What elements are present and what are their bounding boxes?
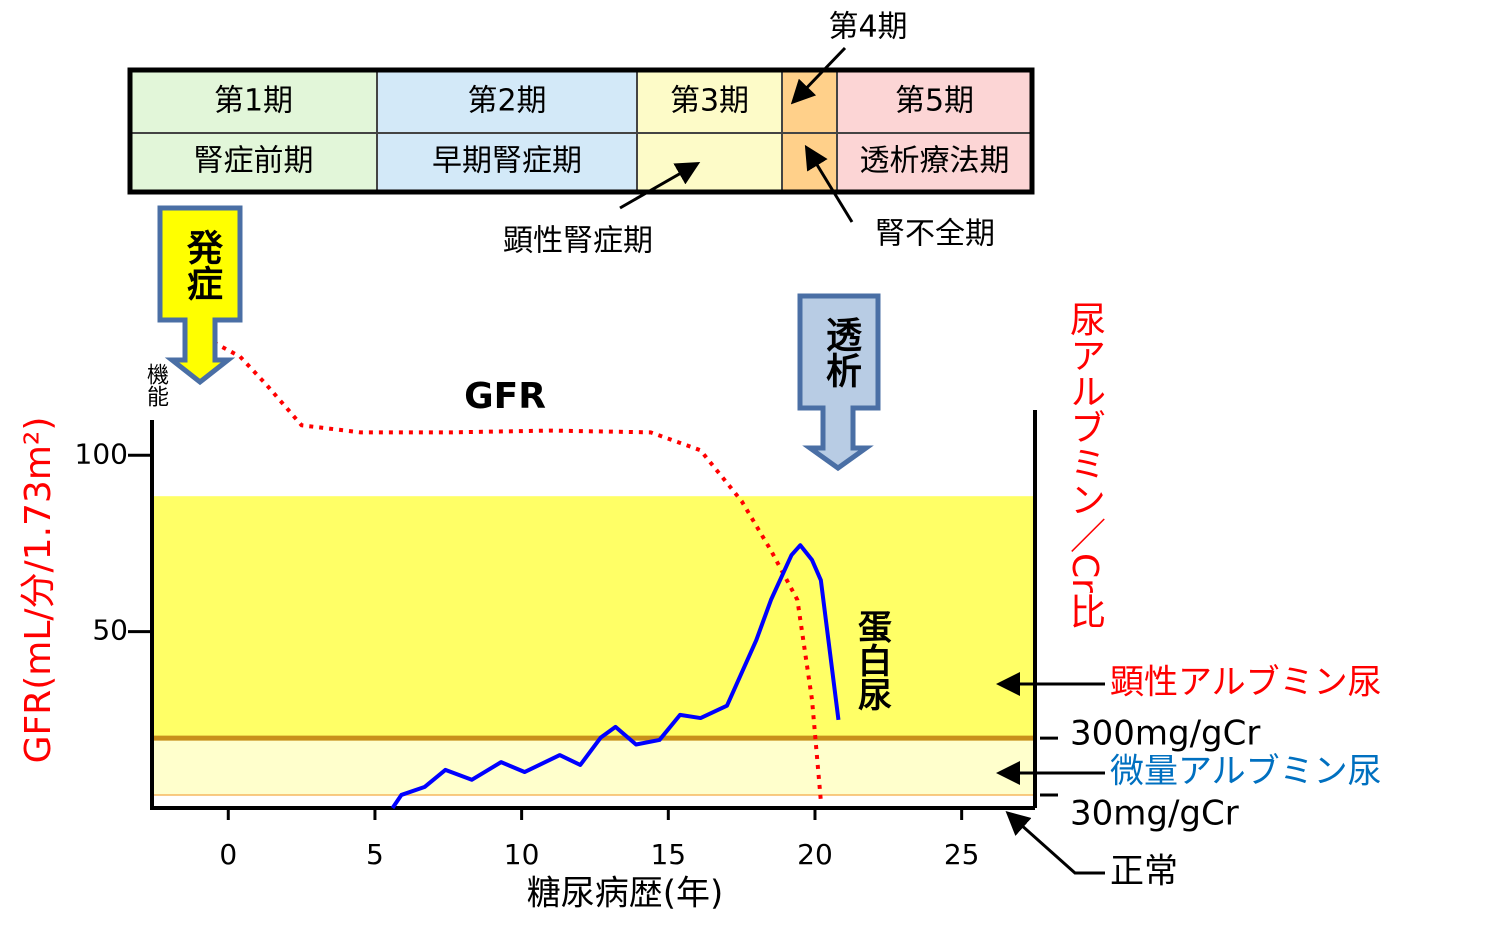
x-tick-label: 10 <box>504 838 540 871</box>
axes <box>150 410 1037 810</box>
series-line <box>390 543 841 810</box>
series-label: 蛋白尿 <box>852 609 892 711</box>
series-label: GFR <box>464 376 546 417</box>
stage-name: 第2期 <box>467 84 546 119</box>
y-label: GFR(mL/分/1.73m²) <box>18 417 59 764</box>
y-tick-label: 50 <box>92 614 128 647</box>
stage-label: 腎症前期 <box>194 144 314 179</box>
stage-name: 第5期 <box>895 84 974 119</box>
onset-label: 発症 <box>181 229 223 301</box>
stage-label: 早期腎症期 <box>432 144 582 179</box>
stage-cell <box>781 69 838 193</box>
stage-name: 第3期 <box>670 84 749 119</box>
band <box>152 794 1035 808</box>
x-tick-label: 5 <box>366 838 384 871</box>
dialysis-box: 透析 <box>797 293 881 472</box>
band <box>152 496 1035 739</box>
stage-cell <box>836 69 1033 193</box>
x-tick-label: 0 <box>219 838 237 871</box>
band-label: 顕性アルブミン尿 <box>1110 663 1382 703</box>
x-tick-label: 15 <box>650 838 686 871</box>
x-tick-label: 20 <box>797 838 833 871</box>
y2-tick-label: 300mg/gCr <box>1070 714 1260 754</box>
stage-label: 透析療法期 <box>860 144 1010 179</box>
dialysis-label: 透析 <box>820 316 862 388</box>
band-arrow <box>1005 811 1105 875</box>
y2-label: 尿アルブミン／Cr比 <box>1064 301 1105 629</box>
stage-label: 顕性腎症期 <box>503 224 653 259</box>
plot: 300mg/gCr 30mg/gCr 50 100 0 5 10 15 20 25 GFR 蛋白尿 <box>75 340 1260 871</box>
stage-name: 第1期 <box>214 84 293 119</box>
x-label: 糖尿病歴(年) <box>527 874 724 914</box>
stage-name: 第4期 <box>828 10 907 45</box>
stage-label: 腎不全期 <box>875 217 995 252</box>
function-label: 機能 <box>143 363 169 407</box>
pointer <box>790 46 847 105</box>
stage-cell <box>129 69 378 193</box>
x-tick-label: 25 <box>944 838 980 871</box>
onset-box: 発症 <box>157 205 243 386</box>
series-line <box>212 340 823 802</box>
pointer <box>619 162 701 210</box>
stage-cell <box>636 69 783 193</box>
pointer <box>804 144 854 223</box>
y2-tick-label: 30mg/gCr <box>1070 793 1239 833</box>
y-tick-label: 100 <box>75 437 128 470</box>
band-label: 微量アルブミン尿 <box>1110 752 1382 792</box>
band-label: 正常 <box>1110 852 1178 892</box>
table-border <box>127 67 1035 195</box>
